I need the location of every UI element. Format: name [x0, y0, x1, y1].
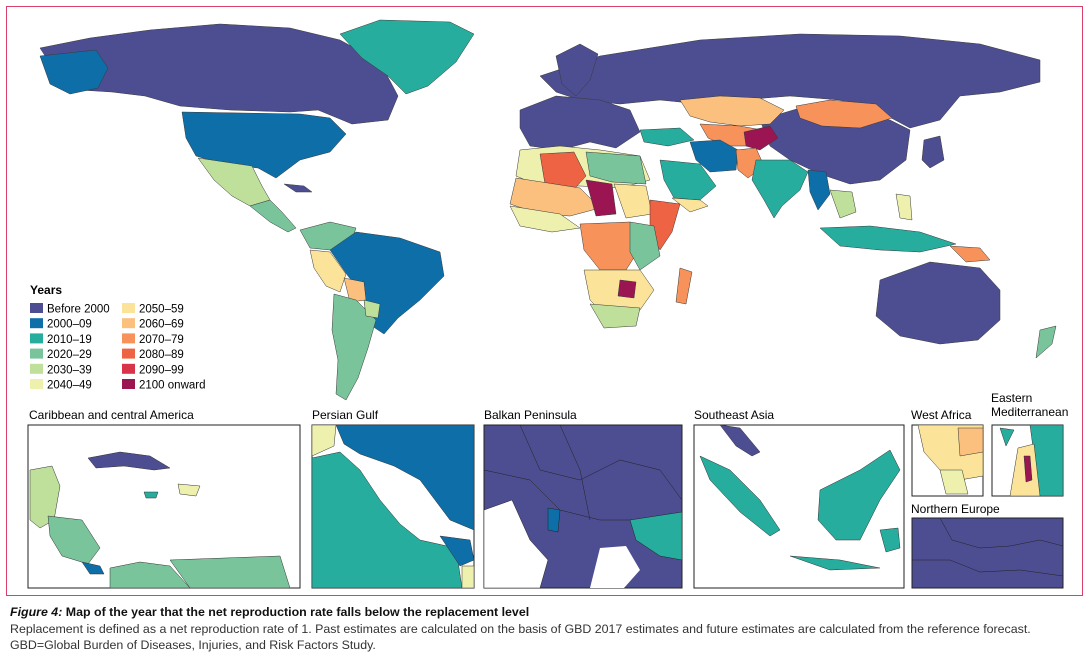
inset-title-balkan: Balkan Peninsula — [484, 408, 577, 422]
region-turkey — [639, 127, 695, 147]
legend-label: 2030–39 — [47, 364, 92, 376]
region-kazakhstan — [679, 95, 785, 127]
region-paraguay — [363, 299, 381, 319]
legend-label: Before 2000 — [47, 304, 110, 316]
legend-swatch — [122, 333, 135, 344]
inset-se-asia — [693, 424, 905, 589]
inset-title-west-africa: West Africa — [911, 408, 972, 422]
region-png — [949, 245, 991, 263]
region-russia — [539, 33, 1041, 129]
region-alaska — [39, 49, 109, 95]
legend-swatch — [122, 303, 135, 313]
legend: Years Before 2000 2000–09 2010–19 2020–29 20… — [30, 283, 206, 392]
region-yemen — [671, 197, 709, 213]
region-bolivia — [343, 277, 367, 303]
region-south-africa — [589, 303, 641, 329]
region-canada — [39, 23, 399, 125]
region-zimbabwe — [617, 279, 637, 299]
legend-label: 2060–69 — [139, 319, 184, 331]
region-india — [751, 159, 809, 219]
region-peru — [309, 249, 347, 293]
region-iran — [689, 139, 739, 173]
legend-label: 2050–59 — [139, 304, 184, 316]
legend-swatch — [122, 318, 135, 329]
region-central-america — [249, 199, 297, 233]
inset-west-africa — [911, 424, 984, 497]
region-greenland — [339, 19, 475, 95]
region-sudan — [613, 183, 653, 219]
legend-swatch — [30, 333, 43, 344]
legend-swatch — [30, 363, 43, 374]
figure-title: Map of the year that the net reproductio… — [65, 605, 530, 619]
legend-label: 2000–09 — [47, 319, 92, 331]
region-indonesia — [819, 225, 957, 253]
legend-swatch — [30, 303, 43, 313]
legend-swatch — [30, 379, 43, 389]
region-new-zealand — [1035, 325, 1057, 359]
legend-label: 2010–19 — [47, 334, 92, 346]
region-east-africa — [629, 221, 661, 271]
legend-swatch — [122, 363, 135, 374]
inset-persian-gulf — [311, 424, 475, 589]
figure-caption: Figure 4: Map of the year that the net r… — [10, 604, 1080, 654]
legend-swatch — [30, 348, 43, 359]
legend-label: 2080–89 — [139, 349, 184, 361]
legend-label: 2090–99 — [139, 364, 184, 376]
region-japan — [921, 135, 945, 169]
east-med-title-line: Mediterranean — [991, 405, 1068, 419]
inset-n-europe — [911, 517, 1064, 589]
region-philippines — [895, 193, 913, 221]
world-map: Years Before 2000 2000–09 2010–19 2020–29 20… — [27, 19, 1068, 589]
region-chad-niger — [585, 179, 617, 217]
inset-title-se-asia: Southeast Asia — [694, 408, 774, 422]
region-indochina — [829, 189, 857, 219]
region-west-africa — [509, 205, 581, 233]
legend-swatch — [30, 318, 43, 329]
legend-label: 2040–49 — [47, 380, 92, 392]
region-mongolia — [795, 99, 893, 129]
region-myanmar — [807, 169, 831, 211]
legend-title: Years — [30, 283, 62, 297]
legend-label: 2020–29 — [47, 349, 92, 361]
region-western-europe — [519, 95, 641, 151]
inset-title-east-med: Eastern Mediterranean — [991, 391, 1068, 419]
figure-frame — [6, 6, 1083, 596]
region-afghanistan — [743, 125, 779, 151]
inset-title-persian-gulf: Persian Gulf — [312, 408, 379, 422]
region-cuba — [283, 183, 313, 193]
legend-label: 2100 onward — [139, 380, 206, 392]
region-egypt-libya — [585, 151, 647, 185]
legend-swatch — [122, 348, 135, 359]
legend-swatch — [122, 379, 135, 389]
inset-east-med — [991, 424, 1064, 497]
legend-items: Before 2000 2000–09 2010–19 2020–29 2030–39 2… — [30, 303, 206, 392]
region-australia — [875, 261, 1001, 345]
legend-label: 2070–79 — [139, 334, 184, 346]
region-madagascar — [675, 267, 693, 305]
figure-label: Figure 4: — [10, 605, 63, 619]
region-scandinavia — [555, 43, 599, 97]
inset-title-n-europe: Northern Europe — [911, 502, 1000, 516]
inset-balkan — [483, 424, 683, 589]
inset-caribbean — [27, 424, 301, 589]
figure-description: Replacement is defined as a net reproduc… — [10, 621, 1031, 653]
east-med-title-line: Eastern — [991, 391, 1032, 405]
inset-title-caribbean: Caribbean and central America — [29, 408, 194, 422]
region-sahel — [509, 177, 601, 217]
